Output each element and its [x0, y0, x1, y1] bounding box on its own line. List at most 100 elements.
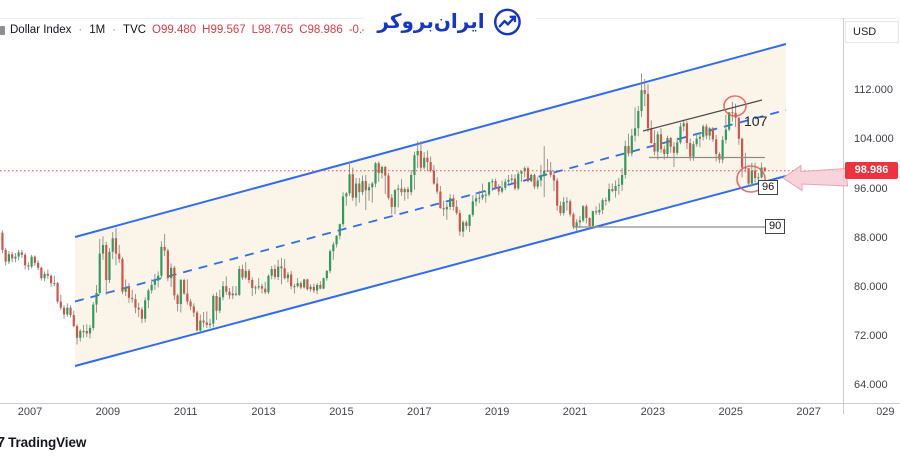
- candle: [569, 201, 572, 215]
- candle: [160, 246, 163, 276]
- candle: [286, 274, 290, 279]
- symbol-mini-icon: [0, 26, 5, 35]
- pink-left-arrow: [782, 164, 849, 192]
- candle: [17, 252, 20, 257]
- candle: [371, 183, 374, 188]
- candle: [461, 222, 465, 232]
- candle: [653, 142, 656, 152]
- candle: [66, 307, 69, 315]
- candle: [186, 293, 189, 302]
- candle: [406, 189, 410, 193]
- time-axis-label: 2027: [796, 406, 821, 418]
- candle: [241, 268, 244, 278]
- candle: [556, 180, 559, 206]
- candle: [627, 146, 630, 154]
- candle: [202, 320, 205, 323]
- candle: [361, 181, 364, 193]
- annotation-label-107: 107: [744, 113, 768, 129]
- annotation-label-90: 90: [765, 219, 786, 234]
- candle: [689, 142, 692, 157]
- candle: [37, 262, 40, 268]
- candle: [718, 154, 721, 160]
- candle: [364, 181, 367, 191]
- candle: [208, 323, 212, 325]
- candle: [283, 268, 286, 279]
- candle: [517, 173, 520, 189]
- candle: [520, 171, 523, 174]
- candle: [270, 268, 273, 276]
- candle: [692, 144, 695, 157]
- candle: [656, 134, 659, 152]
- candle: [254, 287, 257, 289]
- candle: [348, 174, 351, 194]
- price-axis[interactable]: [844, 0, 900, 414]
- candle: [445, 206, 448, 210]
- candle: [231, 293, 234, 296]
- symbol-title[interactable]: Dollar Index: [10, 24, 72, 36]
- candle: [400, 188, 403, 193]
- candle: [390, 197, 393, 207]
- candle: [565, 201, 569, 203]
- candle: [53, 283, 56, 285]
- candle: [150, 284, 153, 291]
- candle: [591, 211, 594, 226]
- candle: [423, 157, 426, 168]
- candle: [322, 278, 325, 289]
- plot-area[interactable]: [0, 43, 843, 367]
- candle: [747, 168, 750, 184]
- candle: [572, 214, 575, 227]
- legend-separator: ·: [78, 24, 83, 36]
- candle: [715, 139, 718, 155]
- time-axis[interactable]: [0, 404, 900, 471]
- candle: [137, 307, 140, 310]
- candle: [345, 193, 348, 197]
- candle: [166, 250, 169, 279]
- candle: [494, 181, 497, 188]
- candle: [669, 138, 672, 147]
- candle: [33, 256, 36, 263]
- candle: [101, 244, 105, 254]
- candle: [620, 174, 624, 185]
- candle: [257, 286, 260, 288]
- candle: [455, 206, 458, 214]
- candle: [598, 209, 601, 213]
- candle: [384, 166, 387, 176]
- candle: [46, 273, 49, 276]
- candle: [306, 279, 309, 290]
- candle: [170, 267, 173, 279]
- candle: [549, 170, 552, 175]
- candle: [72, 315, 75, 327]
- candle: [637, 111, 640, 129]
- candle: [367, 187, 371, 191]
- tradingview-logo[interactable]: 7 TradingView: [0, 435, 86, 451]
- candle: [251, 280, 254, 289]
- candle: [147, 290, 150, 301]
- candle: [432, 170, 435, 184]
- candle: [225, 286, 228, 292]
- candle: [380, 166, 384, 174]
- price-axis-label: 96.000: [854, 182, 888, 195]
- symbol-interval[interactable]: 1M: [89, 24, 106, 36]
- currency-label-box[interactable]: USD: [845, 21, 899, 43]
- candle: [124, 287, 127, 292]
- time-axis-label: 2019: [484, 406, 510, 418]
- candles: [1, 73, 766, 345]
- candle: [157, 275, 160, 281]
- tradingview-wordmark: TradingView: [8, 435, 87, 450]
- time-axis-label: 2015: [329, 406, 354, 418]
- candle: [79, 331, 82, 338]
- candle: [666, 138, 669, 155]
- candle: [312, 286, 315, 291]
- candle: [228, 291, 231, 296]
- candle: [708, 128, 711, 136]
- candle: [523, 168, 526, 172]
- candle: [543, 170, 546, 177]
- candle: [244, 270, 247, 278]
- candle: [4, 249, 7, 262]
- candle: [559, 205, 562, 214]
- candle: [731, 112, 734, 114]
- candle: [604, 200, 607, 202]
- candle: [325, 270, 328, 279]
- candle: [760, 167, 763, 178]
